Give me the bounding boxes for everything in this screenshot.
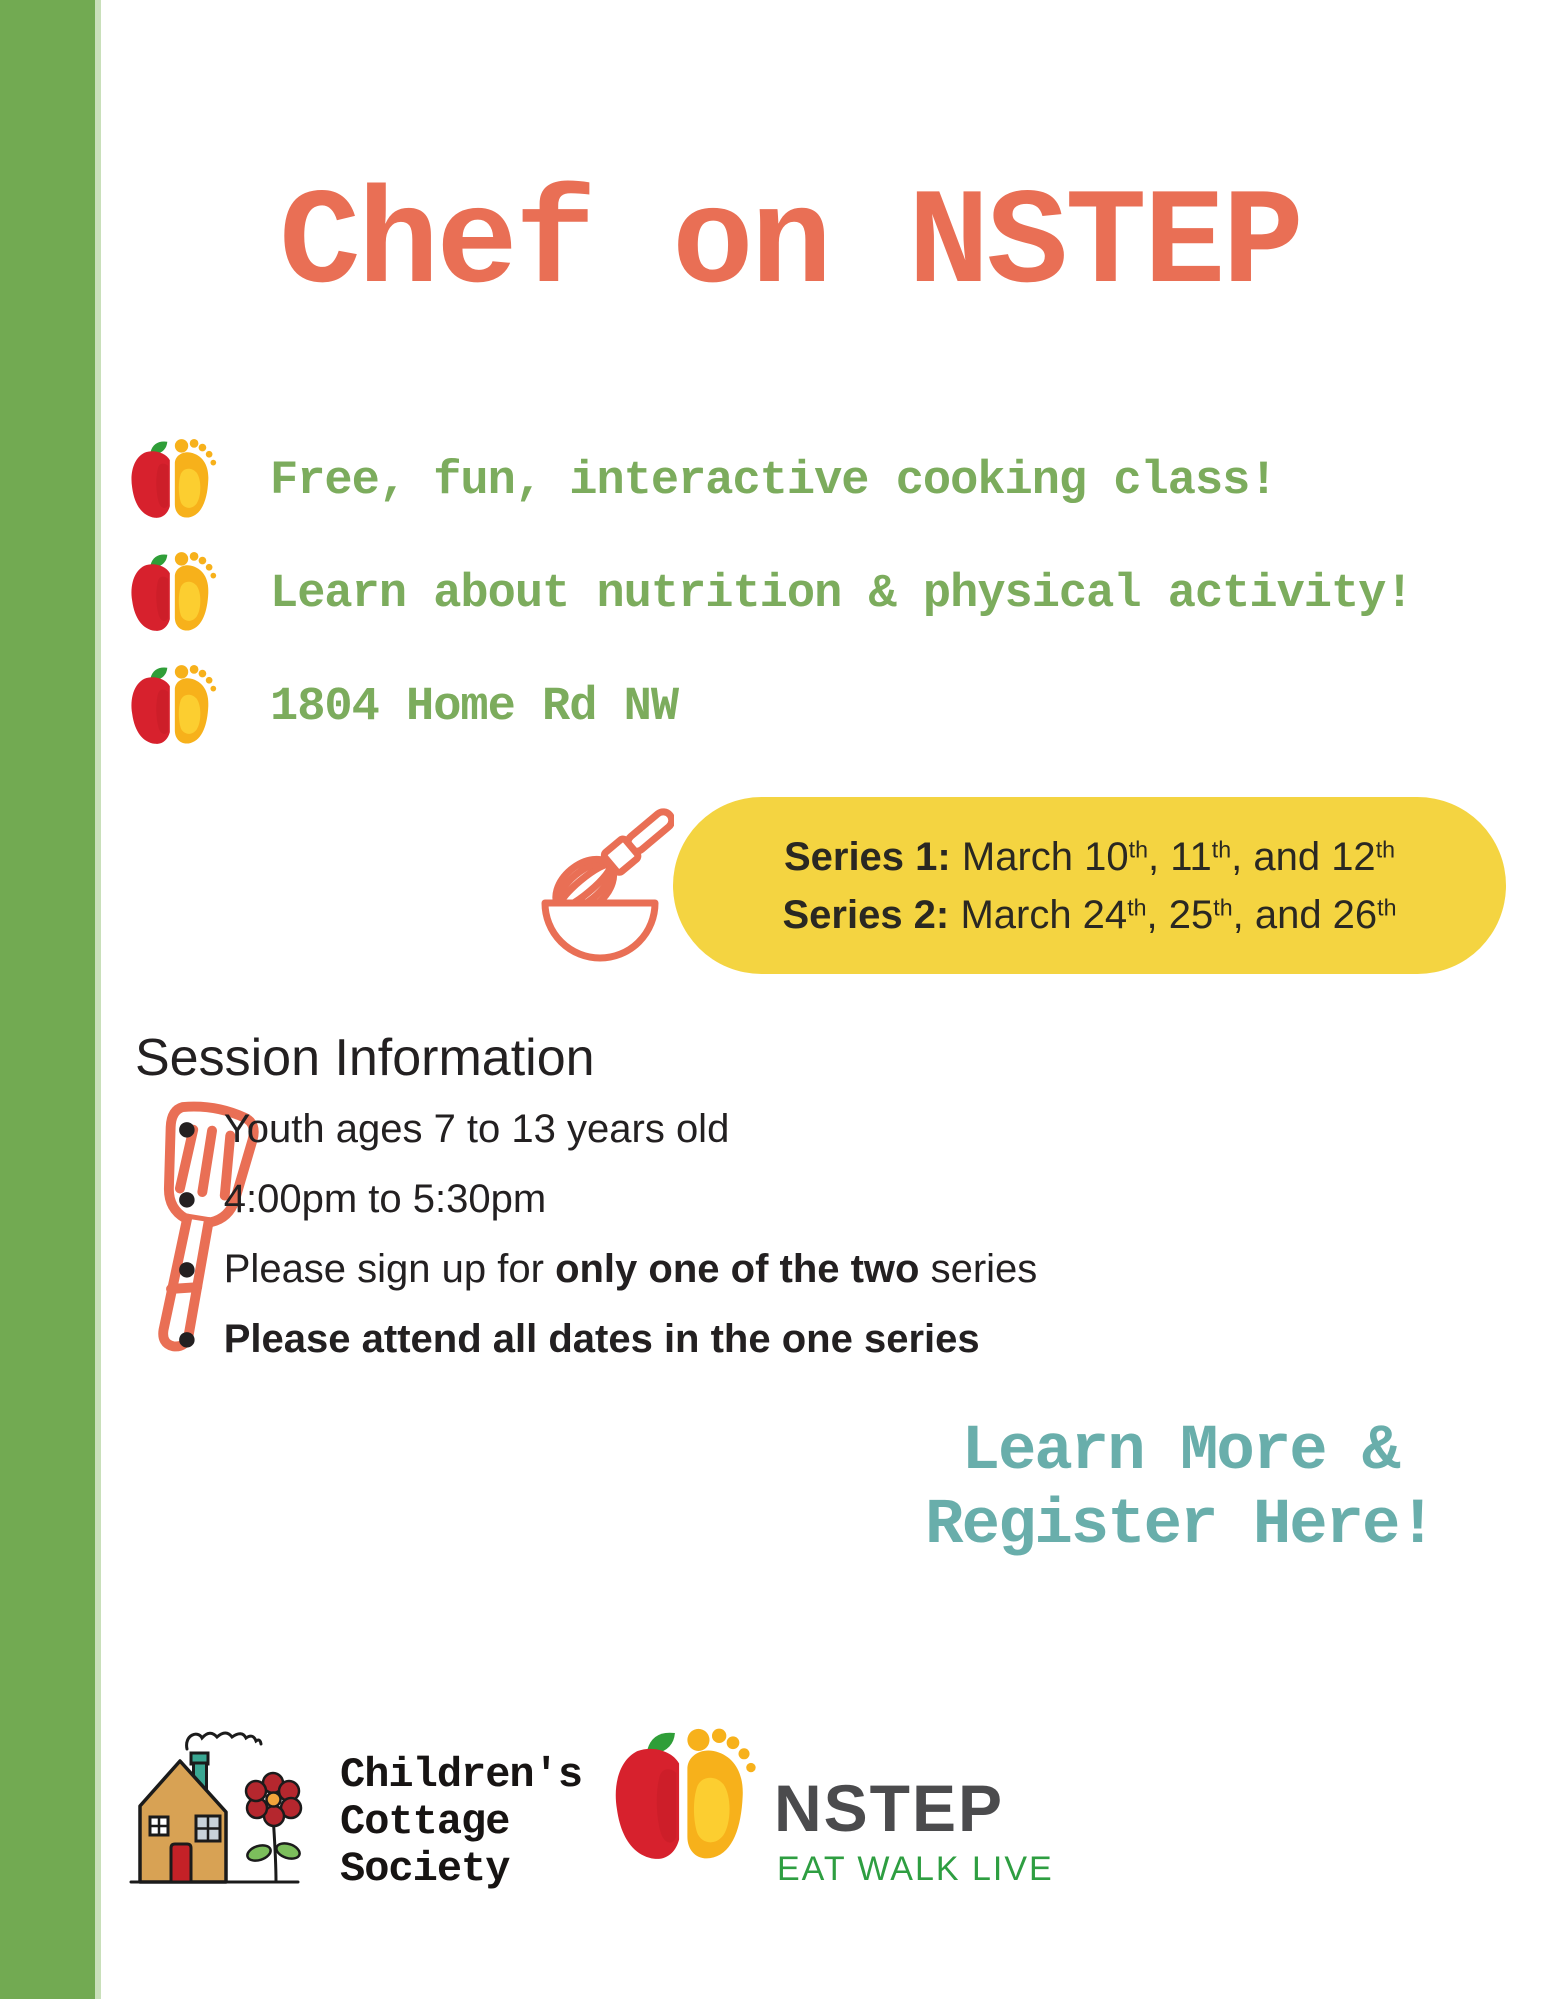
flower-center — [265, 1791, 282, 1808]
apple-footprint-icon — [131, 552, 217, 631]
apple-footprint-icon — [131, 439, 217, 518]
house-window-left — [148, 1815, 170, 1837]
bullet-dot: ● — [176, 1107, 198, 1148]
nstep-tagline: EAT WALK LIVE — [777, 1850, 1054, 1888]
nstep-wordmark: NSTEP — [774, 1771, 1005, 1845]
smoke-squiggle — [185, 1731, 263, 1751]
session-info-heading: Session Information — [135, 1029, 595, 1087]
ccs-line-1: Children's — [340, 1751, 583, 1799]
session-bullet: ● Please sign up for only one of the two… — [176, 1247, 1038, 1291]
spatula-handle — [158, 1213, 214, 1352]
highlight-text: 1804 Home Rd NW — [270, 680, 679, 734]
bullet-dot: ● — [176, 1317, 198, 1358]
highlight-text: Free, fun, interactive cooking class! — [270, 454, 1278, 508]
house-door — [169, 1842, 193, 1884]
bullet-dot: ● — [176, 1247, 198, 1288]
apple-footprint-icon — [131, 665, 217, 744]
house-window-right — [194, 1814, 222, 1843]
whisk-bowl-icon — [534, 793, 676, 973]
spatula-slot — [219, 1130, 236, 1201]
session-bullet: ● Please attend all dates in the one ser… — [176, 1317, 980, 1361]
highlight-row: 1804 Home Rd NW — [128, 659, 679, 755]
series-1-dates: March 10th, 11th, and 12th — [961, 834, 1396, 879]
series-1-line: Series 1: March 10th, 11th, and 12th — [784, 835, 1395, 879]
register-link[interactable]: Learn More & Register Here! — [845, 1415, 1515, 1563]
session-bullet-list: ● Youth ages 7 to 13 years old ● 4:00pm … — [176, 1106, 1037, 1386]
flower — [244, 1771, 303, 1883]
childrens-cottage-society-logo — [128, 1722, 316, 1890]
series-1-label: Series 1: — [783, 834, 951, 879]
highlight-row: Free, fun, interactive cooking class! — [128, 433, 1278, 529]
ccs-line-3: Society — [340, 1845, 510, 1893]
nstep-apple-footprint-logo — [610, 1726, 762, 1884]
bullet-dot: ● — [176, 1177, 198, 1218]
series-2-dates: March 24th, 25th, and 26th — [960, 892, 1397, 937]
highlight-row: Learn about nutrition & physical activit… — [128, 546, 1414, 642]
series-2-label: Series 2: — [782, 892, 950, 937]
spatula-handle-seam — [166, 1282, 203, 1294]
series-2-line: Series 2: March 24th, 25th, and 26th — [782, 893, 1396, 937]
cta-line-2: Register Here! — [925, 1490, 1437, 1562]
mixing-bowl — [541, 899, 659, 962]
page-title: Chef on NSTEP — [279, 168, 1304, 322]
spatula-slot — [174, 1124, 199, 1194]
ccs-wordmark: Children's Cottage Society — [340, 1751, 583, 1893]
session-bullet: ● Youth ages 7 to 13 years old — [176, 1107, 730, 1151]
series-dates-banner: Series 1: March 10th, 11th, and 12th Seri… — [673, 797, 1506, 974]
session-bullet: ● 4:00pm to 5:30pm — [176, 1177, 547, 1221]
ccs-line-2: Cottage — [340, 1798, 510, 1846]
left-accent-band — [0, 0, 101, 1999]
cta-line-1: Learn More & — [961, 1416, 1401, 1488]
highlight-text: Learn about nutrition & physical activit… — [270, 567, 1414, 621]
spatula-slot — [197, 1125, 217, 1197]
spatula-icon — [122, 1098, 270, 1366]
